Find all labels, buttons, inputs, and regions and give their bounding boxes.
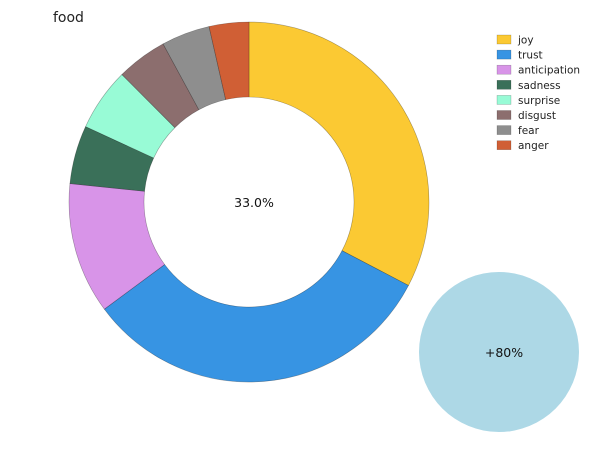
- legend-label-surprise: surprise: [518, 95, 560, 107]
- legend-swatch-anger: [496, 140, 512, 150]
- slice-anticipation: [68, 183, 166, 310]
- legend-label-fear: fear: [518, 125, 540, 137]
- legend-label-trust: trust: [518, 50, 543, 62]
- slices-group: [68, 21, 430, 383]
- legend-label-disgust: disgust: [518, 110, 556, 122]
- chart-title: food: [53, 10, 84, 26]
- legend-label-joy: joy: [517, 35, 534, 47]
- legend-swatch-disgust: [496, 110, 512, 120]
- legend-swatch-surprise: [496, 95, 512, 105]
- slice-disgust: [121, 43, 200, 129]
- change-badge-circle: [419, 272, 579, 432]
- legend-swatch-anticipation: [496, 64, 512, 75]
- legend-swatch-joy: [496, 34, 512, 45]
- legend-label-anger: anger: [518, 140, 549, 152]
- slice-sadness: [69, 126, 155, 192]
- slice-anger: [208, 21, 250, 100]
- legend-swatch-trust: [496, 49, 512, 60]
- slice-fear: [162, 26, 227, 111]
- legend-label-sadness: sadness: [518, 80, 561, 92]
- legend: joy trust anticipation sadness surprise disgu…: [496, 34, 580, 152]
- legend-swatch-sadness: [496, 80, 512, 90]
- legend-label-anticipation: anticipation: [518, 65, 580, 77]
- slice-joy: [248, 21, 430, 286]
- legend-swatch-fear: [496, 125, 512, 135]
- change-badge-label: +80%: [485, 345, 523, 360]
- center-percent-label: 33.0%: [234, 195, 274, 210]
- slice-trust: [103, 250, 409, 383]
